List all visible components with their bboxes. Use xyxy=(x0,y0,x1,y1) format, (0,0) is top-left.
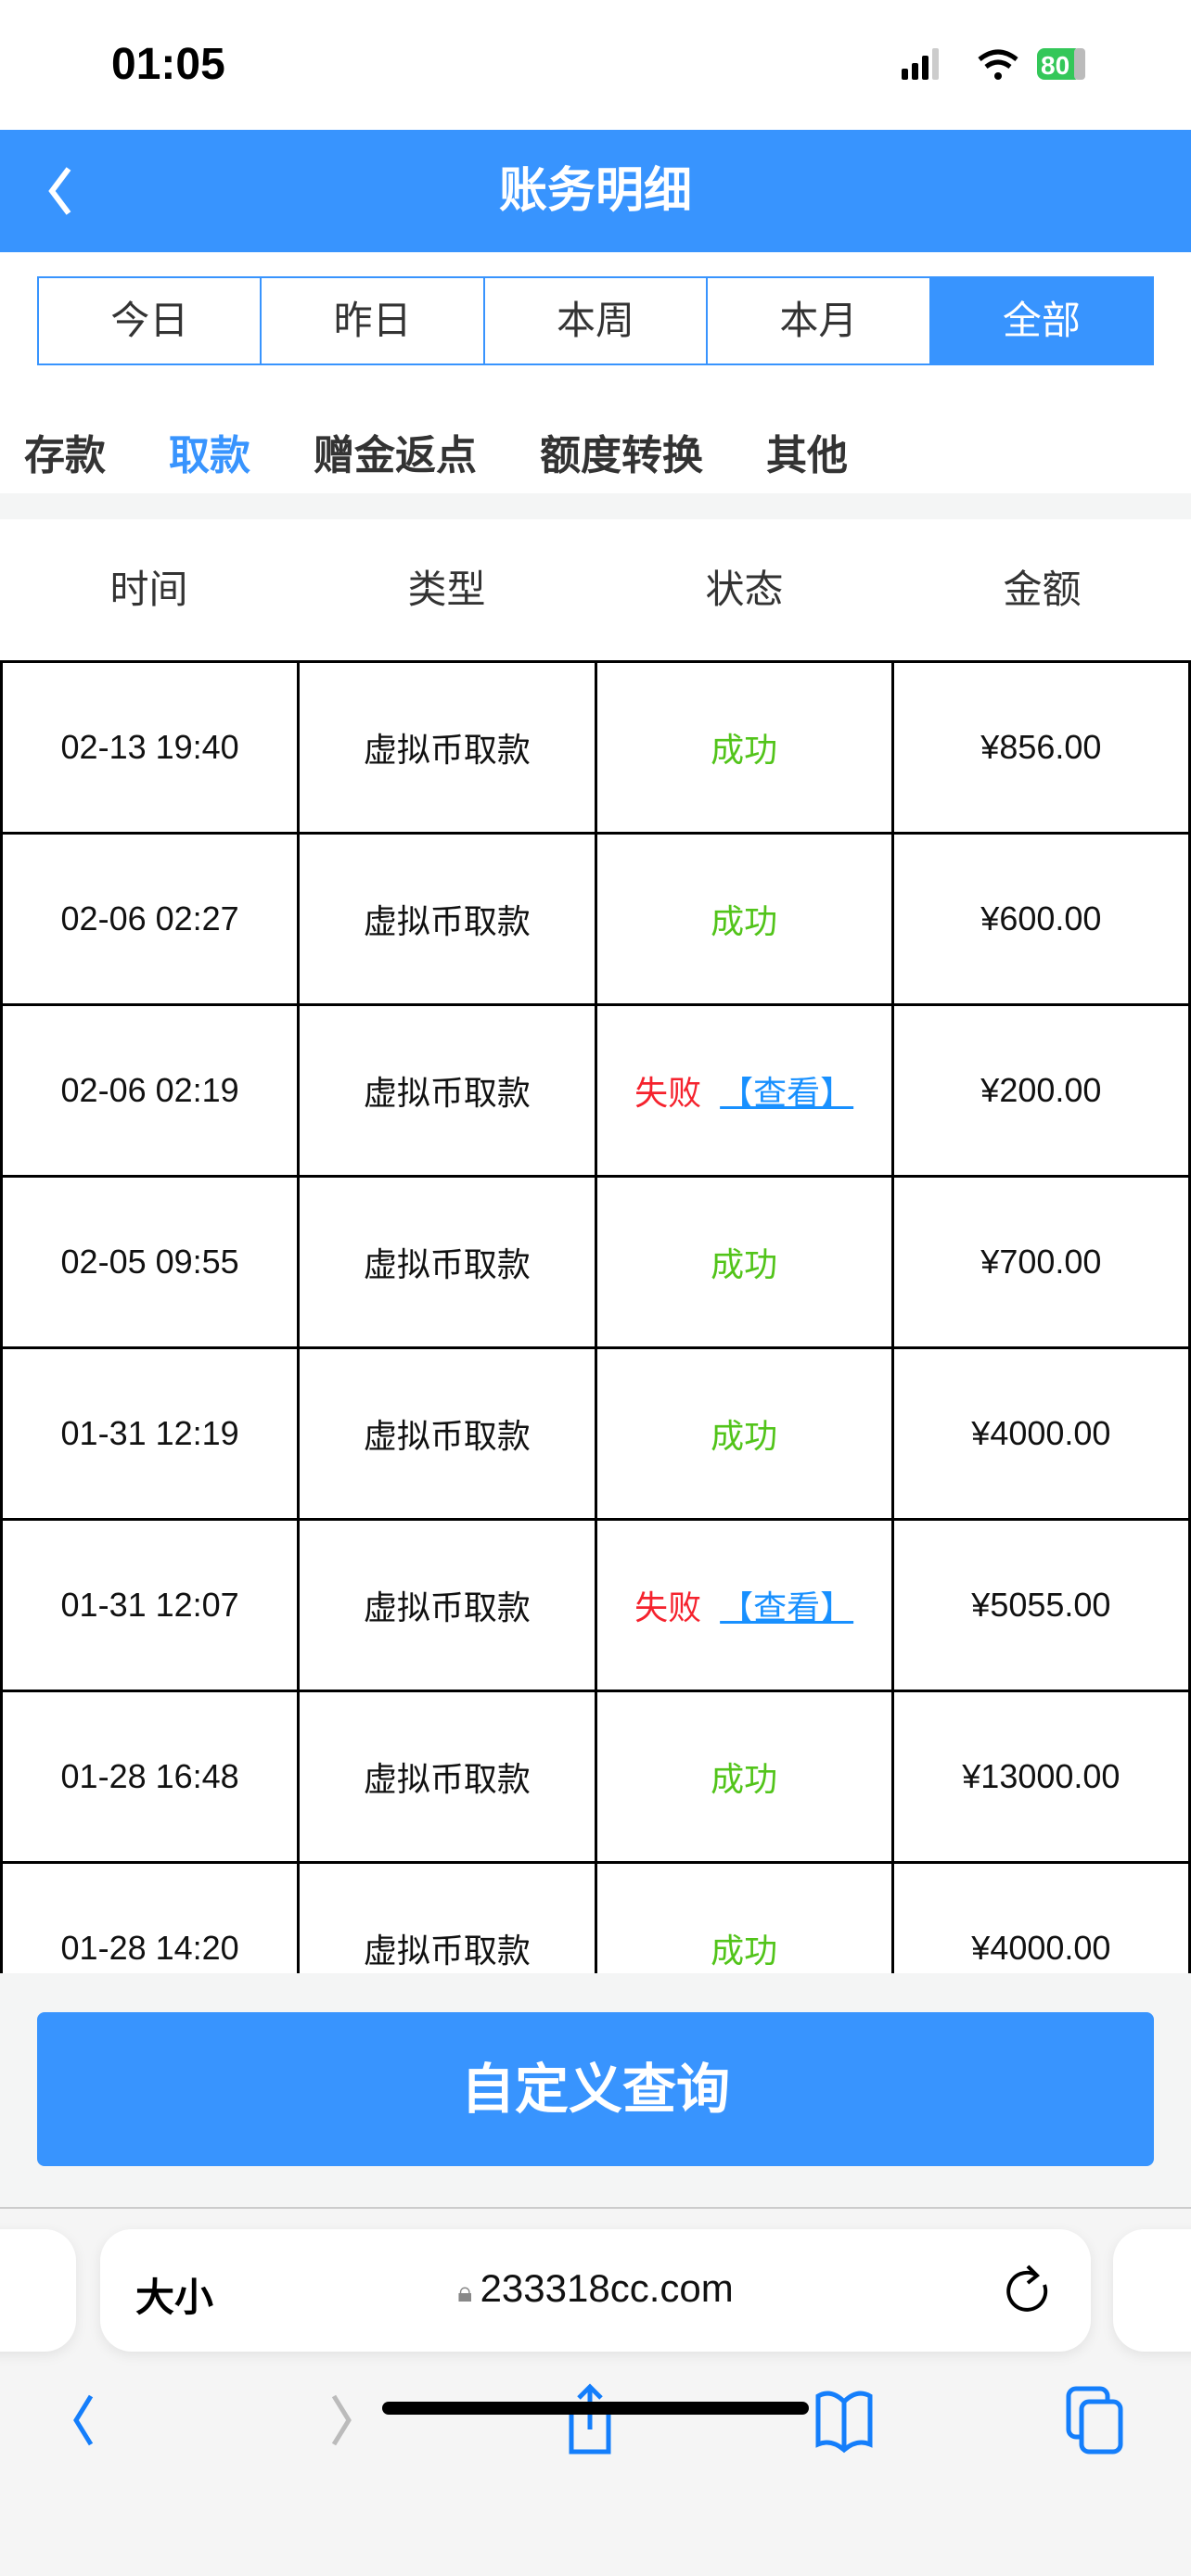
tab-withdraw[interactable]: 取款 xyxy=(169,432,250,479)
status-text: 成功 xyxy=(711,1760,778,1798)
cell-type: 虚拟币取款 xyxy=(297,1692,594,1861)
cell-amount: ¥5055.00 xyxy=(890,1521,1191,1690)
cell-status: 成功 xyxy=(594,835,891,1003)
status-text: 成功 xyxy=(711,1245,778,1283)
next-tab-pill[interactable] xyxy=(1113,2229,1191,2352)
back-icon[interactable] xyxy=(37,161,93,221)
column-type: 类型 xyxy=(407,567,486,612)
column-amount: 金额 xyxy=(1003,567,1082,612)
status-bar: 01:05 80 xyxy=(0,0,1191,130)
cell-time: 01-28 16:48 xyxy=(0,1692,297,1861)
home-indicator xyxy=(382,2402,809,2415)
cell-amount: ¥4000.00 xyxy=(890,1864,1191,1973)
battery-level: 80 xyxy=(1041,51,1069,80)
cell-amount: ¥856.00 xyxy=(890,663,1191,832)
back-nav-icon[interactable] xyxy=(45,2383,119,2457)
table-row: 01-31 12:07 虚拟币取款 失败 【查看】 ¥5055.00 xyxy=(0,1518,1191,1690)
page-title: 账务明细 xyxy=(498,163,692,219)
address-bar[interactable]: 大小 🔒︎ 233318cc.com xyxy=(100,2229,1091,2352)
url-text: 233318cc.com xyxy=(480,2266,734,2310)
status-text: 失败 xyxy=(634,1588,702,1626)
table-row: 01-28 14:20 虚拟币取款 成功 ¥4000.00 xyxy=(0,1861,1191,1973)
battery-icon xyxy=(1037,48,1082,80)
cell-amount: ¥13000.00 xyxy=(890,1692,1191,1861)
tab-transfer[interactable]: 额度转换 xyxy=(540,432,703,479)
cell-type: 虚拟币取款 xyxy=(297,1521,594,1690)
status-text: 成功 xyxy=(711,1932,778,1970)
cell-amount: ¥700.00 xyxy=(890,1178,1191,1346)
cell-status: 失败 【查看】 xyxy=(594,1521,891,1690)
filter-yesterday[interactable]: 昨日 xyxy=(262,278,485,363)
filter-this-week[interactable]: 本周 xyxy=(485,278,709,363)
cell-amount: ¥4000.00 xyxy=(890,1349,1191,1518)
status-icons: 80 xyxy=(902,48,1085,80)
filter-this-month[interactable]: 本月 xyxy=(708,278,931,363)
table-row: 02-06 02:19 虚拟币取款 失败 【查看】 ¥200.00 xyxy=(0,1003,1191,1175)
header-bar: 账务明细 xyxy=(0,130,1191,252)
transactions-table[interactable]: 02-13 19:40 虚拟币取款 成功 ¥856.00 02-06 02:27 … xyxy=(0,660,1191,1973)
column-status: 状态 xyxy=(705,567,784,612)
tab-deposit[interactable]: 存款 xyxy=(24,432,106,479)
divider xyxy=(0,493,1191,519)
table-row: 01-28 16:48 虚拟币取款 成功 ¥13000.00 xyxy=(0,1690,1191,1861)
status-text: 成功 xyxy=(711,902,778,940)
cell-status: 成功 xyxy=(594,1864,891,1973)
cell-type: 虚拟币取款 xyxy=(297,1178,594,1346)
cell-time: 02-05 09:55 xyxy=(0,1178,297,1346)
custom-query-button[interactable]: 自定义查询 xyxy=(37,2012,1154,2166)
table-row: 02-13 19:40 虚拟币取款 成功 ¥856.00 xyxy=(0,660,1191,832)
table-row: 02-05 09:55 虚拟币取款 成功 ¥700.00 xyxy=(0,1175,1191,1346)
wifi-icon xyxy=(978,49,1018,70)
view-details-link[interactable]: 【查看】 xyxy=(720,1588,854,1626)
date-filter-tabs: 今日 昨日 本周 本月 全部 xyxy=(37,276,1154,365)
forward-nav-icon[interactable] xyxy=(304,2383,378,2457)
cell-status: 成功 xyxy=(594,1349,891,1518)
cell-amount: ¥600.00 xyxy=(890,835,1191,1003)
cell-type: 虚拟币取款 xyxy=(297,1349,594,1518)
cell-type: 虚拟币取款 xyxy=(297,1864,594,1973)
signal-icon xyxy=(902,48,939,80)
tabs-icon[interactable] xyxy=(1057,2383,1132,2457)
cell-type: 虚拟币取款 xyxy=(297,835,594,1003)
cell-time: 02-06 02:27 xyxy=(0,835,297,1003)
cell-amount: ¥200.00 xyxy=(890,1006,1191,1175)
status-text: 成功 xyxy=(711,731,778,769)
status-text: 失败 xyxy=(634,1074,702,1112)
prev-tab-pill[interactable] xyxy=(0,2229,76,2352)
share-icon[interactable] xyxy=(553,2383,627,2457)
category-tabs: 存款 取款 赠金返点 额度转换 其他 xyxy=(24,422,911,481)
cell-status: 失败 【查看】 xyxy=(594,1006,891,1175)
cell-status: 成功 xyxy=(594,1178,891,1346)
cell-time: 02-06 02:19 xyxy=(0,1006,297,1175)
browser-toolbar: 大小 🔒︎ 233318cc.com xyxy=(0,2207,1191,2576)
column-time: 时间 xyxy=(109,567,188,612)
table-header: 时间 类型 状态 金额 xyxy=(0,519,1191,660)
cell-time: 01-31 12:07 xyxy=(0,1521,297,1690)
table-row: 02-06 02:27 虚拟币取款 成功 ¥600.00 xyxy=(0,832,1191,1003)
filter-all[interactable]: 全部 xyxy=(930,278,1153,363)
url-field[interactable]: 🔒︎ 233318cc.com xyxy=(100,2266,1091,2311)
table-row: 01-31 12:19 虚拟币取款 成功 ¥4000.00 xyxy=(0,1346,1191,1518)
cell-status: 成功 xyxy=(594,663,891,832)
status-time: 01:05 xyxy=(111,40,225,89)
tab-bonus-rebate[interactable]: 赠金返点 xyxy=(314,432,477,479)
status-text: 成功 xyxy=(711,1417,778,1455)
bookmarks-icon[interactable] xyxy=(807,2383,881,2457)
cell-type: 虚拟币取款 xyxy=(297,1006,594,1175)
cell-type: 虚拟币取款 xyxy=(297,663,594,832)
cell-status: 成功 xyxy=(594,1692,891,1861)
text-size-button[interactable]: 大小 xyxy=(135,2275,214,2320)
reload-icon[interactable] xyxy=(1004,2263,1056,2318)
cell-time: 02-13 19:40 xyxy=(0,663,297,832)
view-details-link[interactable]: 【查看】 xyxy=(720,1074,854,1112)
lock-icon: 🔒︎ xyxy=(457,2277,480,2308)
cell-time: 01-28 14:20 xyxy=(0,1864,297,1973)
tab-other[interactable]: 其他 xyxy=(766,432,848,479)
filter-today[interactable]: 今日 xyxy=(39,278,263,363)
cell-time: 01-31 12:19 xyxy=(0,1349,297,1518)
